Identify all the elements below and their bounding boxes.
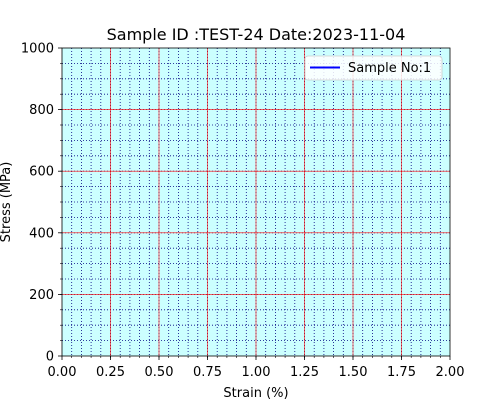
x-axis-title: Strain (%) bbox=[223, 386, 288, 400]
legend-box bbox=[304, 55, 443, 81]
legend: Sample No:1 bbox=[304, 55, 443, 81]
y-tick-label: 200 bbox=[29, 288, 54, 303]
y-axis: 0 200 400 600 800 1000 bbox=[21, 42, 62, 365]
x-tick-label: 1.00 bbox=[242, 365, 271, 380]
x-tick-label: 2.00 bbox=[436, 365, 465, 380]
chart-title: Sample ID :TEST-24 Date:2023-11-04 bbox=[107, 25, 406, 44]
x-tick-label: 0.75 bbox=[193, 365, 222, 380]
x-tick-label: 1.75 bbox=[387, 365, 416, 380]
major-grid bbox=[62, 48, 450, 356]
x-tick-label: 0.25 bbox=[96, 365, 125, 380]
x-axis: 0.00 0.25 0.50 0.75 1.00 1.25 1.50 1.75 2.00 bbox=[48, 356, 465, 380]
y-tick-label: 1000 bbox=[21, 42, 54, 57]
legend-entry-label: Sample No:1 bbox=[348, 61, 431, 76]
y-tick-label: 400 bbox=[29, 226, 54, 241]
y-tick-label: 800 bbox=[29, 103, 54, 118]
x-tick-label: 0.50 bbox=[145, 365, 174, 380]
x-tick-label: 1.25 bbox=[290, 365, 319, 380]
x-tick-label: 0.00 bbox=[48, 365, 77, 380]
y-axis-title: Stress (MPa) bbox=[0, 162, 14, 243]
x-tick-label: 1.50 bbox=[339, 365, 368, 380]
y-tick-label: 0 bbox=[46, 350, 54, 365]
y-tick-label: 600 bbox=[29, 165, 54, 180]
